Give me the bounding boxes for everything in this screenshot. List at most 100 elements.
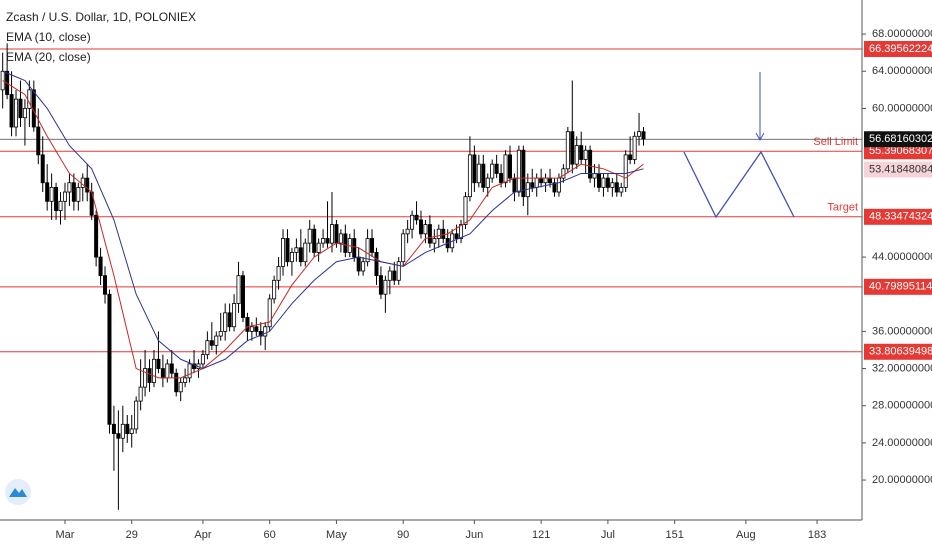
ema-line	[2, 70, 644, 370]
candle-body	[267, 298, 272, 328]
candle-body	[454, 233, 459, 239]
candle-body	[103, 275, 108, 295]
candle-body	[556, 177, 561, 193]
x-tick-label: Apr	[194, 529, 211, 541]
candle-body	[156, 358, 161, 369]
x-tick-label: 90	[397, 529, 409, 541]
candle-body	[200, 354, 205, 365]
candle-body	[298, 247, 303, 263]
level-note: Sell Limit	[813, 136, 858, 148]
y-tick-label: 24.00000000	[872, 437, 932, 449]
legend-entry: EMA (10, close)	[6, 30, 91, 44]
candle-body	[490, 163, 495, 179]
candle-body	[530, 182, 535, 188]
candle-body	[574, 145, 579, 165]
projection-zigzag	[683, 150, 795, 219]
candle-body	[637, 131, 642, 137]
candle-body	[423, 224, 428, 235]
candle-body	[227, 312, 232, 328]
candle-body	[396, 261, 401, 281]
ema-line	[2, 80, 644, 379]
candle-body	[276, 265, 281, 281]
x-tick-label: 29	[126, 529, 138, 541]
candle-body	[192, 363, 197, 369]
candle-body	[187, 363, 192, 379]
x-tick-label: Jun	[466, 529, 484, 541]
candle-body	[499, 173, 504, 184]
candle-body	[249, 326, 254, 332]
candle-body	[263, 326, 268, 337]
candle-body	[605, 177, 610, 188]
candle-body	[601, 177, 606, 188]
price-label: 66.39562224	[869, 43, 932, 55]
candle-body	[205, 340, 210, 356]
candle-body	[610, 182, 615, 188]
candle-body	[432, 238, 437, 244]
candle-body	[40, 154, 45, 184]
candle-body	[588, 149, 593, 179]
candle-body	[294, 247, 299, 253]
candle-body	[632, 135, 637, 160]
y-tick-label: 32.00000000	[872, 362, 932, 374]
candle-body	[151, 358, 156, 383]
candle-body	[58, 200, 63, 212]
x-tick-label: Jul	[601, 529, 615, 541]
legend-entry: EMA (20, close)	[6, 50, 91, 64]
candle-body	[343, 233, 348, 253]
logo-mark	[9, 488, 27, 497]
last-price-label: 56.68160302	[869, 133, 932, 145]
candle-body	[378, 275, 383, 295]
candle-body	[370, 238, 375, 253]
candle-body	[494, 163, 499, 174]
candle-body	[76, 186, 81, 202]
candle-body	[485, 177, 490, 188]
candle-body	[71, 182, 76, 202]
candle-body	[94, 214, 99, 258]
candle-body	[14, 98, 19, 128]
candle-body	[628, 154, 633, 160]
candle-body	[592, 173, 597, 179]
candle-body	[272, 279, 277, 300]
axes: 20.00000000 24.00000000 28.00000000 32.0000…	[55, 28, 932, 541]
candle-body	[218, 330, 223, 337]
candle-body	[183, 377, 188, 383]
candle-body	[147, 368, 152, 383]
candle-body	[223, 312, 228, 332]
candle-body	[583, 149, 588, 160]
candle-body	[436, 228, 441, 239]
candle-body	[507, 154, 512, 179]
candle-body	[503, 154, 508, 184]
candle-body	[392, 270, 397, 281]
candle-body	[174, 372, 179, 393]
candle-body	[516, 149, 521, 193]
candle-body	[352, 238, 357, 258]
candle-body	[160, 368, 165, 379]
candle-body	[116, 433, 121, 439]
candle-body	[67, 182, 72, 193]
candle-body	[361, 261, 366, 272]
price-label: 33.80639498	[869, 346, 932, 358]
candle-body	[165, 363, 170, 379]
price-label: 48.33474324	[869, 211, 932, 223]
x-tick-label: Aug	[736, 529, 756, 541]
candle-body	[414, 214, 419, 221]
candle-body	[641, 131, 646, 140]
arrow-head	[755, 132, 765, 142]
candle-body	[356, 256, 361, 272]
candle-body	[62, 191, 67, 202]
candle-body	[281, 238, 286, 267]
candle-body	[325, 238, 330, 244]
price-label: 40.79895114	[869, 281, 932, 293]
candle-body	[49, 186, 54, 202]
candle-body	[232, 303, 237, 328]
candle-body	[463, 196, 468, 225]
candle-body	[596, 173, 601, 188]
candle-body	[459, 224, 464, 239]
candle-body	[9, 94, 14, 128]
candle-body	[512, 177, 517, 193]
candle-body	[472, 154, 477, 184]
candle-body	[18, 98, 23, 119]
candle-body	[427, 224, 432, 244]
candle-body	[418, 219, 423, 235]
price-label-box	[864, 278, 932, 295]
